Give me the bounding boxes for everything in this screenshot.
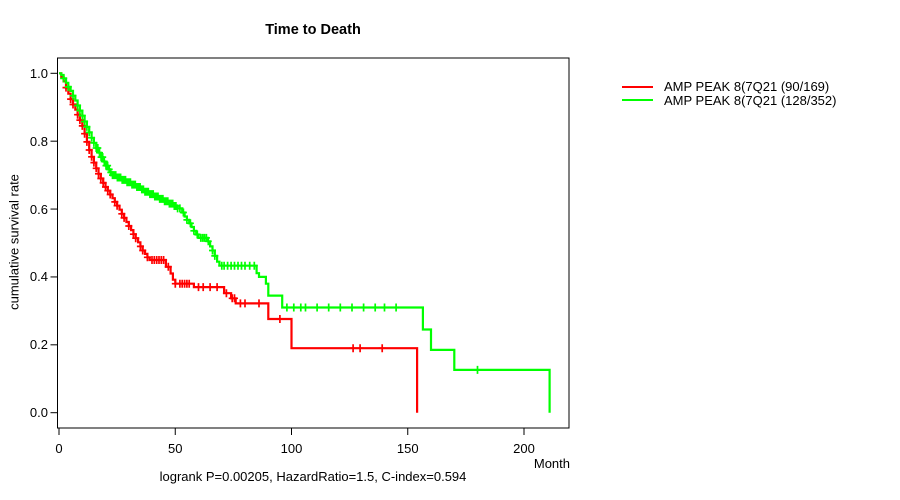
y-axis-title: cumulative survival rate [6, 174, 22, 310]
y-tick-label: 0.8 [29, 133, 48, 149]
y-tick-label: 0.4 [29, 269, 48, 285]
legend-item-group1: AMP PEAK 8(7Q21 (90/169) [622, 79, 836, 95]
legend-line-green [622, 99, 653, 102]
legend-item-group2: AMP PEAK 8(7Q21 (128/352) [622, 92, 837, 108]
legend: AMP PEAK 8(7Q21 (90/169) AMP PEAK 8(7Q21… [622, 79, 837, 108]
x-tick-label: 200 [513, 441, 535, 456]
x-tick-label: 100 [280, 441, 303, 456]
logrank-footnote: logrank P=0.00205, HazardRatio=1.5, C-in… [159, 469, 467, 484]
chart-title: Time to Death [265, 22, 361, 38]
x-tick-label: 150 [396, 441, 419, 456]
x-tick-label: 0 [55, 441, 63, 456]
censor-marks-green [60, 74, 481, 374]
legend-line-red [622, 85, 653, 88]
y-tick-label: 0.0 [29, 405, 48, 421]
y-tick-label: 0.2 [29, 337, 48, 353]
survival-curve-green [59, 72, 551, 413]
y-tick-label: 1.0 [29, 65, 48, 81]
legend-label-group1: AMP PEAK 8(7Q21 (90/169) [664, 79, 830, 95]
x-axis-title: Month [533, 456, 570, 471]
x-tick-label: 50 [168, 441, 183, 456]
censor-marks-red [62, 83, 386, 353]
plot-box [57, 57, 570, 429]
survival-curve-red [59, 72, 419, 413]
legend-label-group2: AMP PEAK 8(7Q21 (128/352) [664, 92, 837, 108]
y-tick-label: 0.6 [29, 201, 48, 217]
